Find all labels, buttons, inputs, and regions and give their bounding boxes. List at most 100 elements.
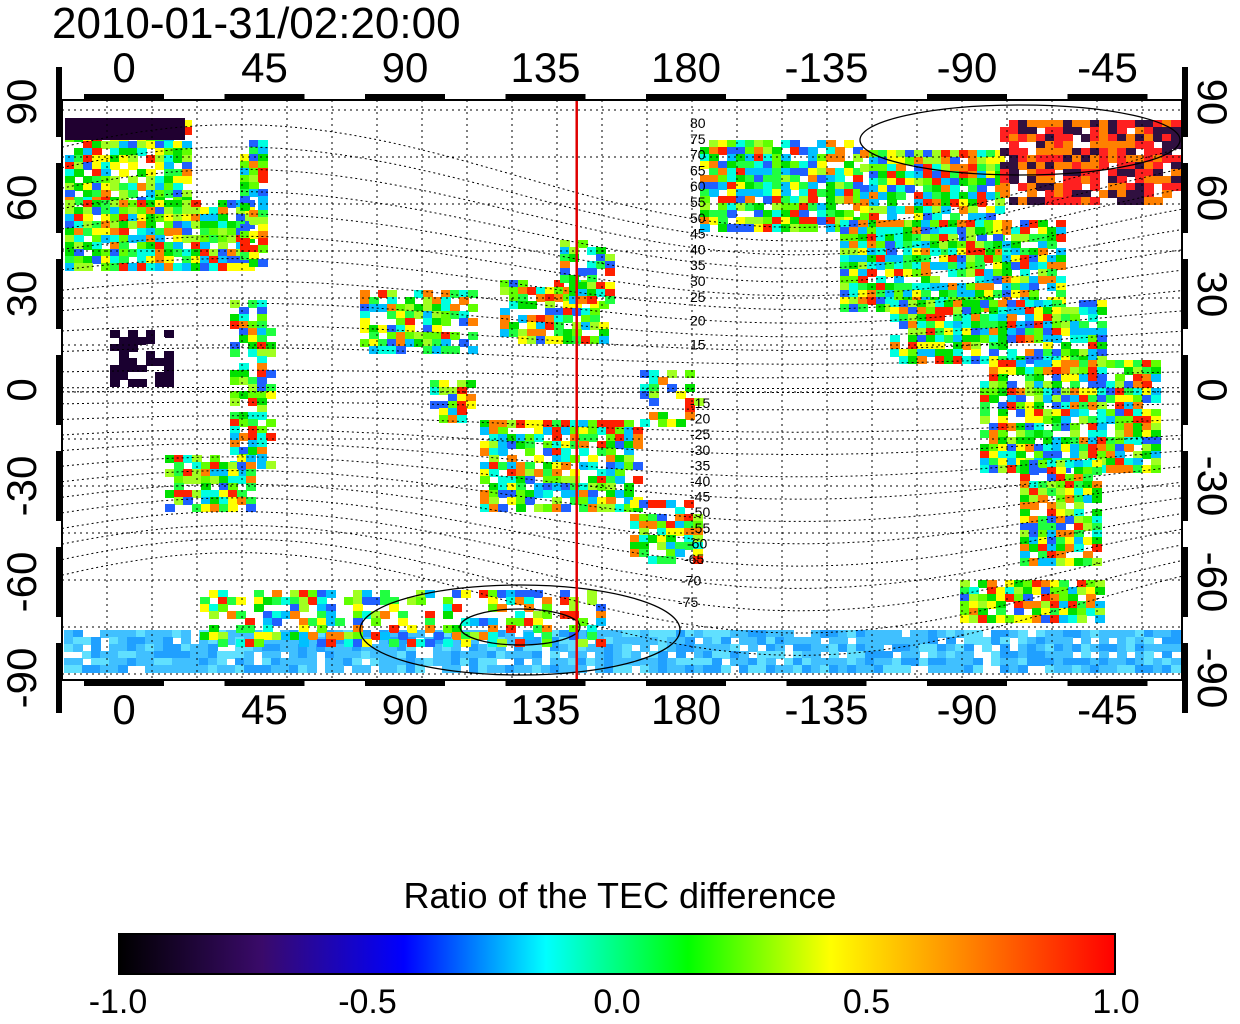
tec-cell — [532, 637, 542, 645]
tec-cell — [191, 235, 201, 243]
tec-cell — [826, 217, 836, 225]
tec-cell — [615, 476, 625, 484]
contour-label: 55 — [690, 194, 706, 210]
tec-cell — [1115, 451, 1125, 459]
tec-cell — [930, 227, 940, 235]
tec-cell — [155, 263, 165, 271]
tec-cell — [1011, 276, 1021, 284]
grid-lines — [62, 100, 1182, 680]
tec-cell — [1144, 169, 1154, 177]
tec-cell — [1095, 601, 1105, 609]
tec-cell — [1133, 395, 1143, 403]
tec-cell — [165, 455, 175, 463]
tec-cell — [676, 658, 686, 666]
tec-cell — [518, 280, 528, 288]
tec-cell — [119, 256, 129, 264]
tec-cell — [745, 203, 755, 211]
tec-cell — [405, 332, 415, 340]
tec-cell — [1135, 183, 1145, 191]
tec-cell — [736, 224, 746, 232]
tec-cell — [457, 380, 467, 388]
tec-cell — [1054, 155, 1064, 163]
tec-cell — [101, 207, 111, 215]
tec-cell — [1052, 381, 1062, 389]
tec-cell — [606, 434, 616, 442]
tec-cell — [266, 349, 276, 357]
tec-cell — [1016, 409, 1026, 417]
tec-cell — [1018, 155, 1028, 163]
tec-cell — [838, 630, 848, 638]
tec-cell — [921, 290, 931, 298]
tec-cell — [172, 630, 182, 638]
tec-cell — [675, 507, 685, 515]
tec-cell — [1009, 630, 1019, 638]
tec-cell — [587, 275, 597, 283]
tec-cell — [1070, 314, 1080, 322]
tec-cell — [182, 190, 192, 198]
tec-cell — [1011, 255, 1021, 263]
tec-cell — [950, 171, 960, 179]
tec-cell — [1079, 374, 1089, 382]
tec-cell — [1054, 630, 1064, 638]
frame-tick — [927, 94, 1007, 100]
tec-cell — [1002, 227, 1012, 235]
tec-cell — [676, 637, 686, 645]
tec-cell — [1056, 474, 1066, 482]
tec-cell — [298, 658, 308, 666]
tec-cell — [639, 514, 649, 522]
tec-cell — [119, 337, 129, 345]
tec-cell — [1050, 601, 1060, 609]
tec-cell — [615, 504, 625, 512]
tec-cell — [326, 604, 336, 612]
tec-cell — [514, 651, 524, 659]
tec-cell — [182, 169, 192, 177]
tec-cell — [469, 644, 479, 652]
tec-cell — [1117, 651, 1127, 659]
frame-tick — [786, 680, 867, 686]
tec-cell — [624, 434, 634, 442]
tec-cell — [559, 658, 569, 666]
tec-cell — [208, 644, 218, 652]
frame-tick — [1067, 680, 1148, 686]
tec-cell — [1108, 141, 1118, 149]
tec-cell — [317, 639, 327, 647]
tec-cell — [173, 228, 183, 236]
tec-cell — [693, 514, 703, 522]
tec-cell — [570, 469, 580, 477]
contour-line — [62, 146, 1182, 242]
tec-cell — [1050, 587, 1060, 595]
tec-cell — [962, 328, 972, 336]
tec-cell — [835, 168, 845, 176]
right-tick-label: 60 — [1189, 174, 1236, 222]
tec-cell — [1142, 367, 1152, 375]
tec-cell — [1023, 587, 1033, 595]
tec-cell — [1014, 601, 1024, 609]
tec-cell — [228, 504, 238, 512]
tec-cell — [1065, 481, 1075, 489]
tec-cell — [308, 590, 318, 598]
tec-cell — [1070, 395, 1080, 403]
tec-cell — [987, 594, 997, 602]
tec-cell — [1083, 460, 1093, 468]
tec-cell — [442, 644, 452, 652]
tec-cell — [784, 665, 794, 673]
tec-cell — [887, 178, 897, 186]
tec-cell — [254, 639, 264, 647]
tec-cell — [829, 658, 839, 666]
tec-cell — [1088, 451, 1098, 459]
tec-cell — [781, 161, 791, 169]
tec-cell — [969, 587, 979, 595]
tec-cell — [1081, 197, 1091, 205]
tec-cell — [896, 241, 906, 249]
tec-cell — [1047, 262, 1057, 270]
tec-cell — [433, 651, 443, 659]
tec-cell — [65, 256, 75, 264]
tec-cell — [425, 611, 435, 619]
tec-cell — [817, 168, 827, 176]
tec-cell — [230, 314, 240, 322]
tec-cell — [991, 651, 1001, 659]
tec-cell — [1063, 630, 1073, 638]
tec-cell — [1099, 658, 1109, 666]
tec-cell — [119, 228, 129, 236]
tec-cell — [516, 476, 526, 484]
